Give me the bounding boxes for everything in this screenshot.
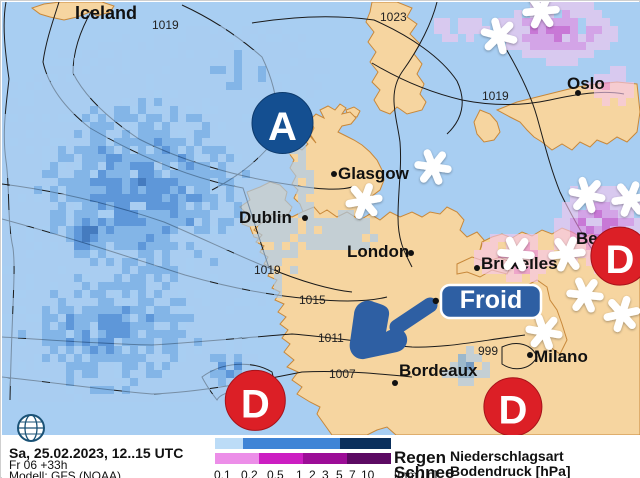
svg-text:Froid: Froid	[460, 286, 523, 314]
